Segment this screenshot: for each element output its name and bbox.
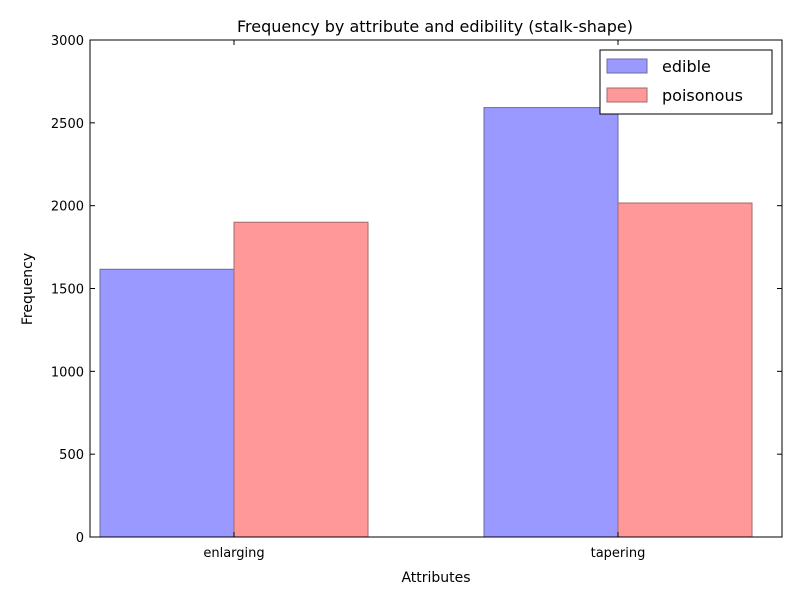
y-tick-label: 0 bbox=[76, 531, 84, 546]
y-tick-label: 2500 bbox=[51, 117, 84, 132]
legend-label-edible: edible bbox=[662, 57, 711, 76]
bar-edible-tapering bbox=[483, 107, 619, 538]
y-tick-label: 2000 bbox=[51, 200, 84, 215]
bar-edible-enlarging bbox=[99, 268, 235, 538]
x-tick-label-enlarging: enlarging bbox=[203, 546, 264, 561]
legend: edible poisonous bbox=[599, 49, 773, 115]
x-axis-ticks: enlarging tapering bbox=[203, 40, 645, 561]
bar-poisonous-enlarging bbox=[233, 221, 369, 538]
x-axis-title: Attributes bbox=[401, 570, 470, 586]
legend-label-poisonous: poisonous bbox=[662, 86, 743, 105]
legend-swatch-edible bbox=[606, 58, 648, 74]
bars-group bbox=[99, 107, 753, 538]
legend-swatch-poisonous bbox=[606, 87, 648, 103]
y-tick-label: 1000 bbox=[51, 365, 84, 380]
chart-title: Frequency by attribute and edibility (st… bbox=[237, 17, 633, 36]
bar-poisonous-tapering bbox=[617, 202, 753, 538]
y-tick-label: 500 bbox=[59, 448, 84, 463]
y-axis-title: Frequency bbox=[20, 253, 36, 325]
y-axis-ticks: 0 500 1000 1500 2000 2500 3000 bbox=[51, 34, 782, 546]
y-tick-label: 1500 bbox=[51, 283, 84, 298]
y-tick-label: 3000 bbox=[51, 34, 84, 49]
x-tick-label-tapering: tapering bbox=[591, 546, 646, 561]
